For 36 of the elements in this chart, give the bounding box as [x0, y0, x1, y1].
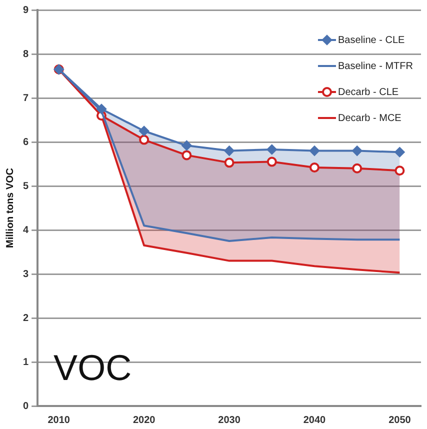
y-tick-label: 6 [23, 136, 29, 148]
annotation: VOC [54, 346, 132, 388]
point [394, 166, 405, 176]
point [352, 163, 362, 174]
legend-label: Decarb - MCE [338, 112, 402, 124]
legend-label: Baseline - CLE [338, 34, 406, 46]
point [182, 140, 192, 151]
y-tick-label: 1 [23, 356, 29, 368]
point [139, 126, 150, 136]
point [139, 134, 150, 145]
point [266, 144, 277, 154]
y-tick-label: 3 [23, 268, 29, 280]
point [96, 104, 106, 114]
point [352, 146, 362, 156]
y-tick-label: 7 [23, 92, 29, 104]
x-tick-label: 2040 [303, 414, 326, 426]
point [266, 156, 277, 167]
y-tick-label: 4 [23, 224, 29, 236]
point [309, 146, 320, 156]
y-tick-label: 0 [23, 400, 29, 412]
point [224, 158, 234, 168]
x-tick-label: 2020 [132, 414, 156, 426]
y-axis-title: Million tons VOC [4, 168, 16, 248]
x-tick-label: 2010 [48, 414, 70, 426]
x-tick-label: 2050 [388, 414, 412, 426]
legend-label: Baseline - MTFR [338, 60, 413, 72]
point [309, 162, 320, 173]
y-tick-label: 8 [23, 48, 29, 60]
legend-label: Decarb - CLE [338, 86, 399, 98]
point [224, 146, 234, 156]
point [394, 147, 405, 158]
y-tick-label: 5 [23, 180, 29, 192]
x-tick-label: 2030 [218, 414, 241, 426]
point [182, 150, 192, 160]
y-tick-label: 9 [23, 4, 29, 16]
y-tick-label: 2 [23, 312, 29, 324]
